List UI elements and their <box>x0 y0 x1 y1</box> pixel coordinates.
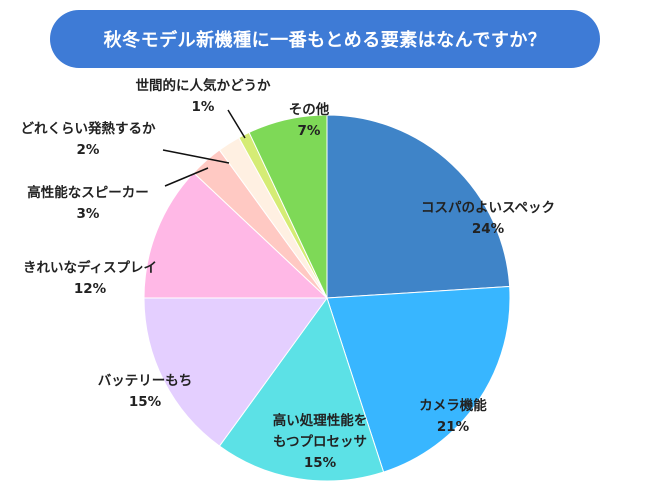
slice-value-label: 3% <box>77 206 100 222</box>
slice-label: 世間的に人気かどうか <box>136 77 271 94</box>
slice-label: コスパのよいスペック <box>421 200 555 216</box>
slice-value-label: 7% <box>298 123 321 139</box>
pie-slice <box>218 296 385 482</box>
slice-label: その他 <box>289 101 330 118</box>
slice-label: バッテリーもち <box>98 373 193 389</box>
slice-label: カメラ機能 <box>419 397 487 414</box>
chart-title: 秋冬モデル新機種に一番もとめる要素はなんですか？ <box>103 30 547 51</box>
slice-label: 高い処理性能を <box>273 412 368 429</box>
slice-value-label: 15% <box>129 394 162 410</box>
slice-value-label: 21% <box>437 419 470 435</box>
pie-slice <box>326 114 511 299</box>
leader-line <box>164 167 209 187</box>
slice-value-label: 12% <box>74 281 107 297</box>
title-banner: 秋冬モデル新機種に一番もとめる要素はなんですか？ <box>50 10 600 68</box>
slice-label: もつプロセッサ <box>273 434 367 450</box>
pie-slice <box>143 297 328 447</box>
slice-value-label: 15% <box>304 455 337 471</box>
pie-slice <box>248 114 328 299</box>
slice-label: 高性能なスピーカー <box>27 184 149 201</box>
slice-value-label: 1% <box>192 99 215 115</box>
slice-value-label: 2% <box>77 142 100 158</box>
pie-slice <box>143 172 329 299</box>
pie-slice <box>326 285 511 473</box>
slice-label: どれくらい発熱するか <box>21 120 156 137</box>
leader-line <box>162 149 230 164</box>
leader-line <box>227 109 246 139</box>
slice-label: きれいなディスプレイ <box>23 259 157 276</box>
slice-value-label: 24% <box>472 221 505 237</box>
